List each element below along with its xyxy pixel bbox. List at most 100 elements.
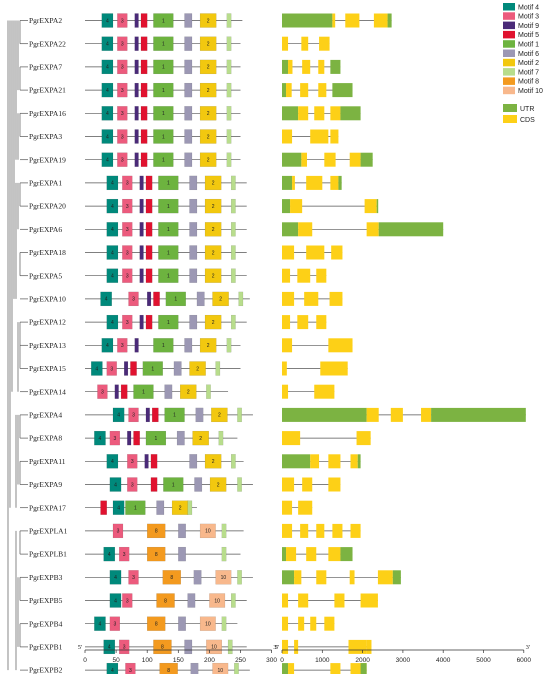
- motif-number: 1: [167, 274, 170, 280]
- motif-number: 10: [205, 622, 211, 628]
- motif-box: [153, 82, 174, 98]
- utr-block: [392, 570, 401, 585]
- motif-number: 8: [167, 668, 170, 674]
- cds-block: [302, 477, 313, 492]
- legend-label: Motif 6: [518, 51, 539, 58]
- motif-box: [139, 245, 144, 260]
- motif-box: [122, 175, 133, 191]
- motif-box: [145, 268, 153, 283]
- gene-label: PgrEXPA5: [29, 271, 62, 280]
- motif-box: [101, 59, 114, 75]
- utr-block: [357, 454, 361, 469]
- structure-track: [282, 106, 361, 121]
- utr-block: [360, 663, 367, 674]
- motif-box: [140, 36, 148, 51]
- utr-block: [340, 106, 361, 121]
- cds-block: [329, 291, 343, 306]
- utr-block: [332, 83, 353, 98]
- cds-block: [349, 570, 355, 585]
- motif-box: [150, 477, 158, 492]
- motif-box: [231, 198, 236, 214]
- motif-number: 1: [167, 204, 170, 210]
- legend-label: UTR: [520, 106, 534, 113]
- cds-block: [324, 152, 336, 167]
- motif-number: 1: [167, 320, 170, 326]
- motif-box: [97, 384, 108, 399]
- motif-box: [156, 500, 165, 515]
- motif-box: [145, 245, 153, 260]
- motif-number: 3: [117, 529, 120, 535]
- motif-number: 4: [111, 181, 114, 187]
- motif-box: [199, 59, 217, 75]
- motif-number: 4: [106, 111, 109, 117]
- motif-track: 4 3 1 2: [85, 13, 243, 28]
- five-prime-label: 5': [275, 644, 279, 651]
- motif-track: 4 3 8 10: [85, 662, 250, 674]
- motif-box: [176, 430, 185, 446]
- motif-number: 8: [155, 529, 158, 535]
- gene-label: PgrEXPA21: [29, 86, 66, 95]
- utr-block: [282, 83, 287, 98]
- cds-block: [318, 83, 327, 98]
- motif-number: 1: [142, 390, 145, 396]
- motif-number: 3: [121, 134, 124, 140]
- legend: Motif 4 Motif 3 Motif 9 Motif 5 Motif 1 Motif…: [503, 3, 543, 124]
- motif-box: [158, 222, 179, 237]
- motif-box: [178, 616, 186, 631]
- motif-track: 4 3 8: [85, 546, 241, 562]
- motif-box: [153, 59, 174, 75]
- motif-box: [100, 500, 107, 515]
- motif-number: 2: [217, 482, 220, 488]
- motif-box: [103, 546, 116, 562]
- structure-track: [282, 268, 327, 283]
- cds-block: [297, 268, 311, 283]
- motif-box: [125, 500, 146, 515]
- structure-track: [282, 477, 341, 492]
- motif-box: [199, 36, 217, 51]
- motif-panel: 4 3 1 2 4 3 1 2 4 3 1 2 4 3 1 2 4 3 1 2 4 3 1 2 4 3 1 2 4 3 1 2 4 3 1 2 4 3 1 2…: [85, 13, 253, 674]
- motif-box: [189, 454, 198, 469]
- cds-block: [286, 547, 297, 562]
- tick-label: 6000: [517, 657, 532, 664]
- motif-box: [165, 291, 186, 307]
- motif-track: 4 3 1 2: [85, 407, 253, 423]
- motif-number: 8: [164, 598, 167, 604]
- motif-number: 2: [212, 274, 215, 280]
- cds-block: [298, 106, 309, 121]
- cds-block: [320, 361, 348, 376]
- structure-track: [282, 152, 373, 167]
- motif-box: [231, 268, 236, 283]
- motif-box: [158, 175, 179, 191]
- structure-track: [282, 222, 444, 237]
- motif-box: [158, 314, 179, 330]
- motif-box: [147, 616, 166, 631]
- motif-box: [140, 82, 148, 98]
- motif-track: 4 3 1 2: [85, 268, 247, 283]
- motif-number: 2: [212, 459, 215, 465]
- motif-number: 1: [162, 343, 165, 349]
- motif-number: 2: [207, 88, 210, 94]
- motif-box: [101, 13, 114, 28]
- cds-block: [282, 616, 289, 631]
- motif-box: [189, 361, 206, 376]
- motif-number: 4: [106, 18, 109, 24]
- legend-swatch: [503, 77, 515, 85]
- utr-block: [282, 547, 287, 562]
- utr-block: [378, 222, 444, 237]
- motif-track: 4 3 1 2: [85, 477, 253, 492]
- structure-track: [282, 59, 341, 74]
- motif-number: 1: [162, 88, 165, 94]
- motif-box: [226, 338, 232, 353]
- motif-box: [221, 523, 227, 539]
- gene-label: PgrEXPLA1: [29, 527, 68, 536]
- motif-number: 4: [106, 42, 109, 48]
- utr-block: [282, 570, 295, 585]
- gene-label: PgrEXPB4: [29, 619, 63, 628]
- structure-track: [282, 616, 335, 631]
- motif-number: 2: [207, 111, 210, 117]
- motif-number: 8: [161, 645, 164, 651]
- motif-box: [117, 13, 128, 28]
- motif-box: [204, 245, 222, 260]
- motif-box: [187, 593, 196, 608]
